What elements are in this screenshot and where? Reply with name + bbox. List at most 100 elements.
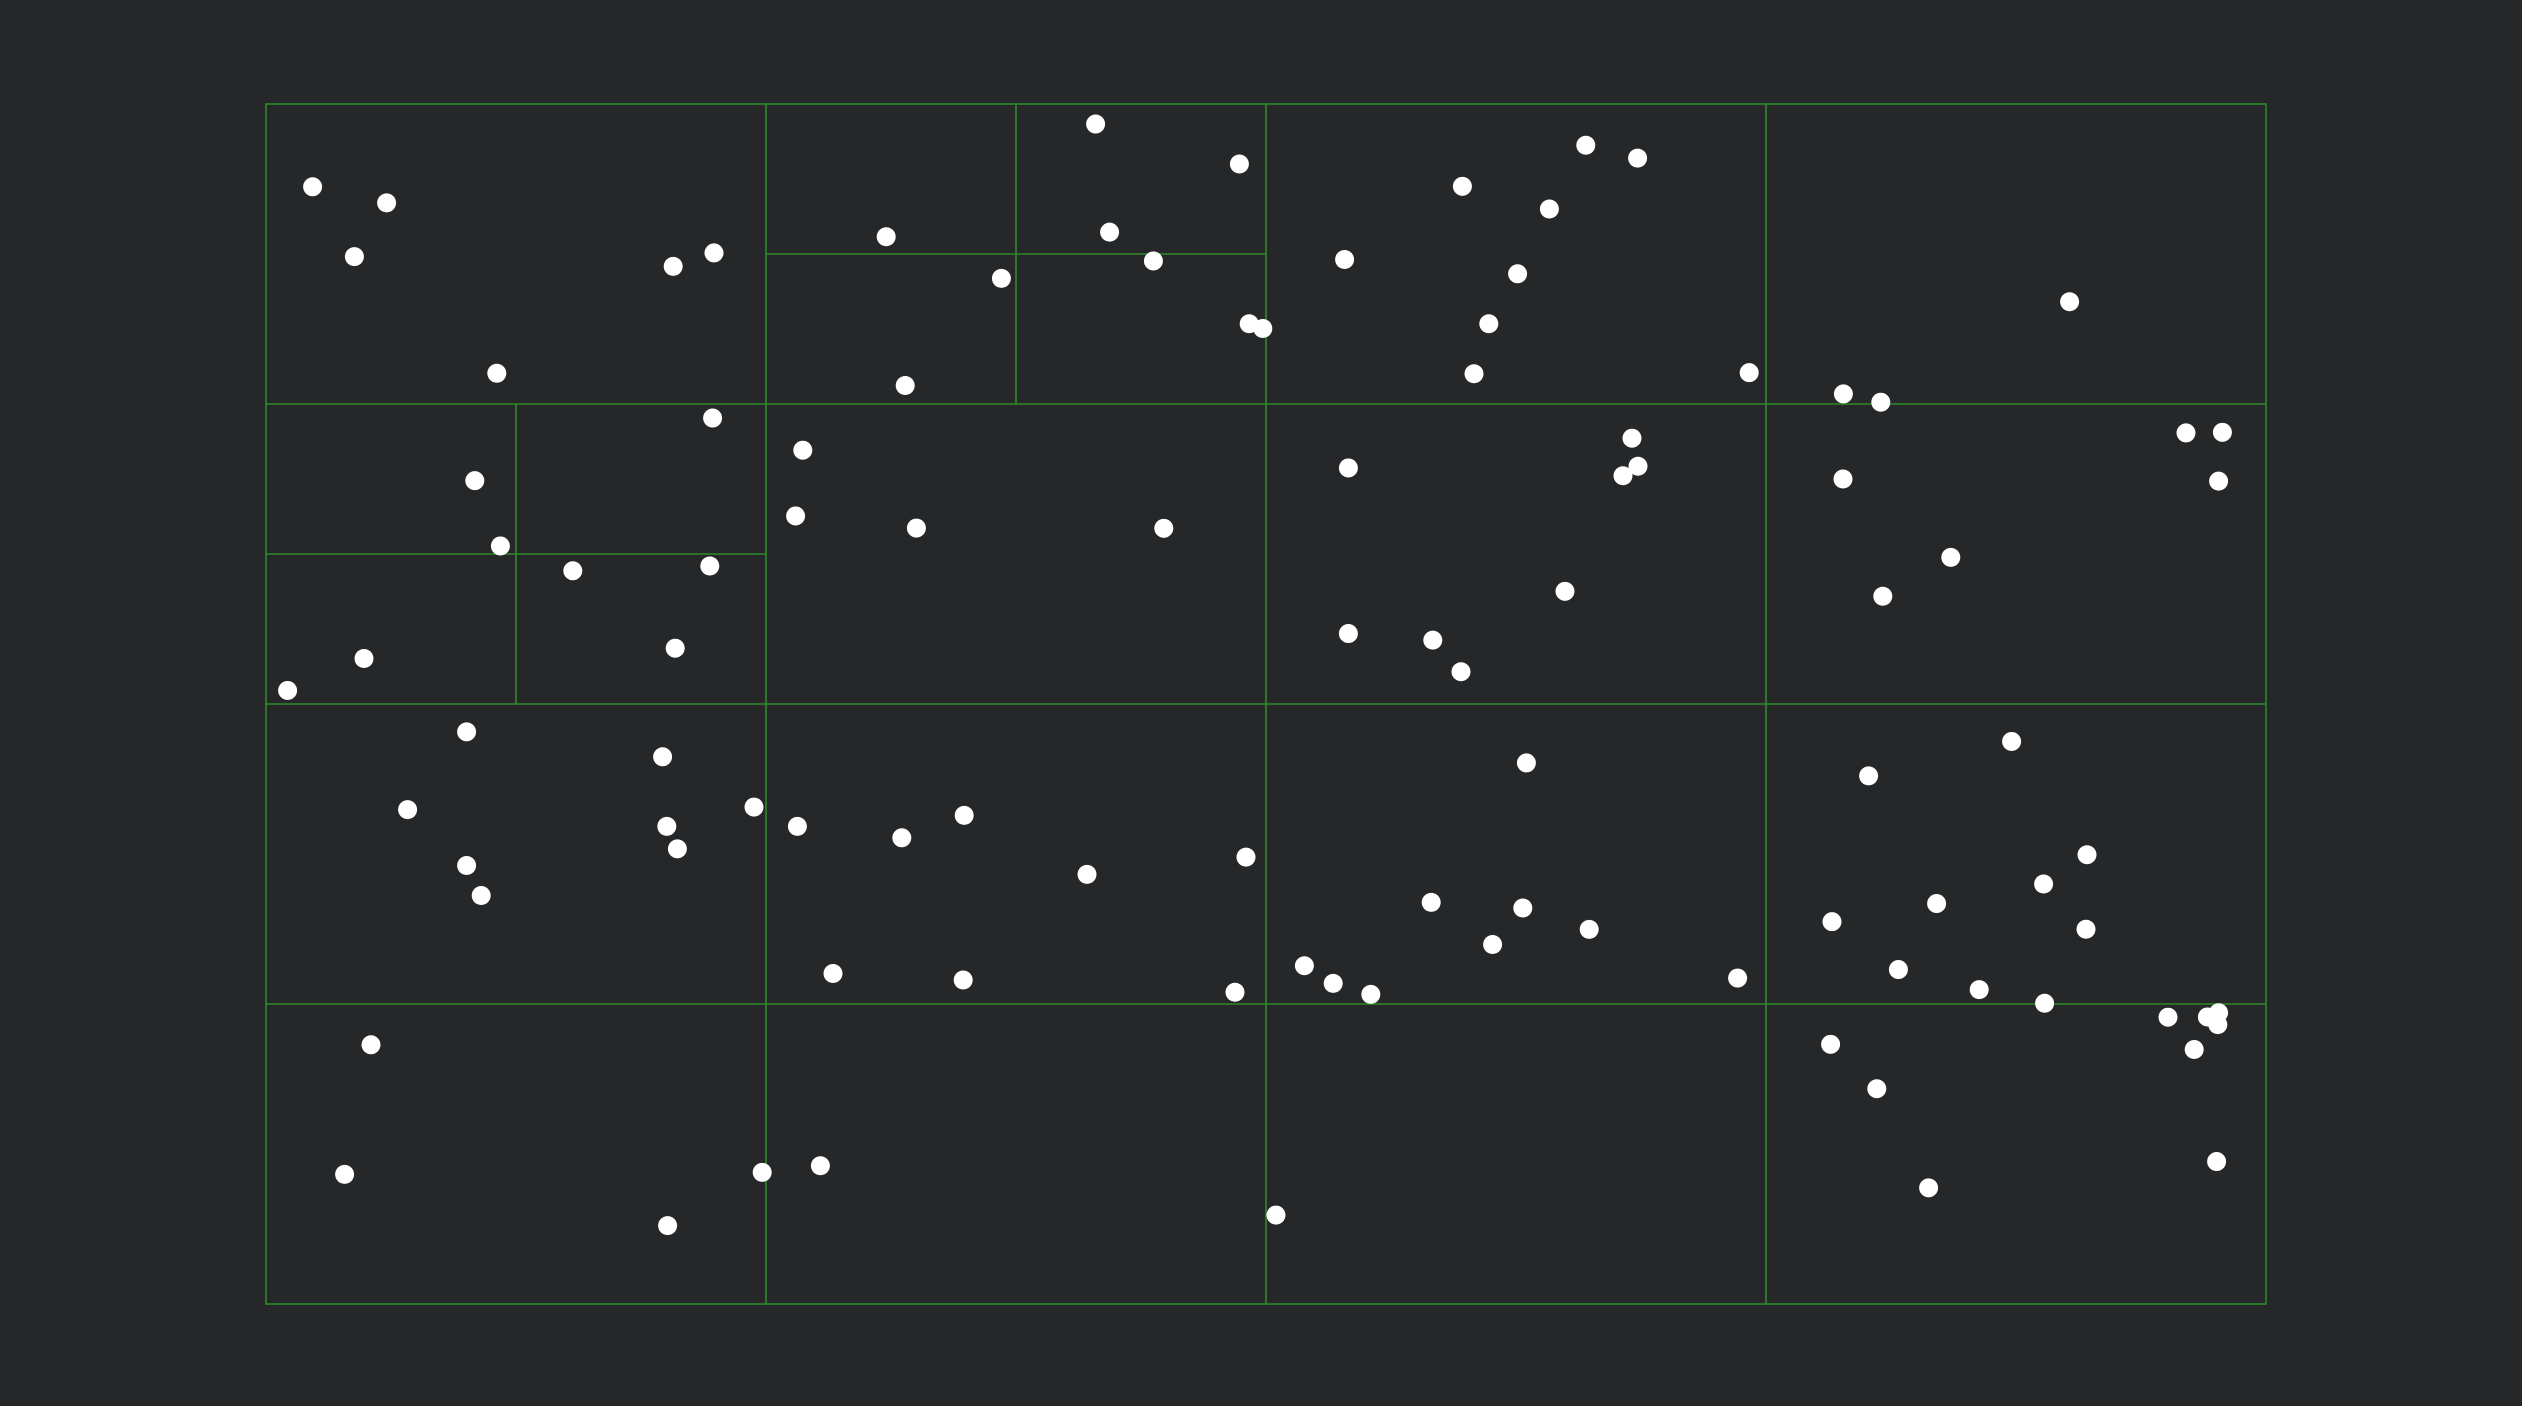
data-point	[1871, 392, 1891, 412]
data-point	[1464, 364, 1484, 384]
data-point	[344, 247, 364, 267]
data-point	[303, 177, 323, 197]
data-point	[1513, 898, 1533, 918]
data-point	[1941, 547, 1961, 567]
data-point	[2207, 1152, 2227, 1172]
data-point	[752, 1162, 772, 1182]
data-point	[876, 227, 896, 247]
data-point	[793, 440, 813, 460]
data-point	[2060, 292, 2080, 312]
data-point	[1728, 968, 1748, 988]
data-point	[1338, 624, 1358, 644]
data-point	[1452, 176, 1472, 196]
data-point	[457, 856, 477, 876]
data-point	[487, 363, 507, 383]
data-point	[786, 506, 806, 526]
data-point	[1576, 135, 1596, 155]
data-point	[667, 839, 687, 859]
data-point	[1294, 956, 1314, 976]
data-point	[823, 964, 843, 984]
data-point	[1867, 1079, 1887, 1099]
data-point	[278, 680, 298, 700]
data-point	[665, 638, 685, 658]
data-point	[1423, 630, 1443, 650]
data-point	[377, 193, 397, 213]
data-point	[1335, 250, 1355, 270]
data-point	[663, 256, 683, 276]
data-point	[1236, 847, 1256, 867]
data-point	[1516, 753, 1536, 773]
data-point	[361, 1035, 381, 1055]
data-point	[335, 1164, 355, 1184]
data-point	[1739, 363, 1759, 383]
data-point	[1822, 912, 1842, 932]
data-point	[2209, 471, 2229, 491]
data-point	[1266, 1205, 1286, 1225]
data-point	[1919, 1178, 1939, 1198]
data-point	[2034, 874, 2054, 894]
data-point	[954, 805, 974, 825]
data-point	[991, 268, 1011, 288]
data-point	[1077, 864, 1097, 884]
data-point	[658, 1216, 678, 1236]
data-point	[703, 408, 723, 428]
data-point	[953, 970, 973, 990]
data-point	[704, 243, 724, 263]
data-point	[1555, 581, 1575, 601]
data-point	[1338, 458, 1358, 478]
data-point	[700, 556, 720, 576]
data-point	[1086, 114, 1106, 134]
data-point	[2077, 845, 2097, 865]
data-point	[2184, 1039, 2204, 1059]
data-point	[892, 828, 912, 848]
data-point	[1483, 934, 1503, 954]
data-point	[2002, 731, 2022, 751]
data-point	[2158, 1007, 2178, 1027]
data-point	[1888, 960, 1908, 980]
data-point	[1479, 314, 1499, 334]
data-point	[810, 1156, 830, 1176]
data-point	[1628, 148, 1648, 168]
data-point	[1539, 199, 1559, 219]
data-point	[1927, 894, 1947, 914]
data-point	[1229, 154, 1249, 174]
data-point	[2208, 1015, 2228, 1035]
data-point	[398, 800, 418, 820]
data-point	[1253, 319, 1273, 339]
data-point	[1833, 384, 1853, 404]
data-point	[563, 561, 583, 581]
data-point	[1421, 892, 1441, 912]
data-point	[895, 376, 915, 396]
data-point	[653, 747, 673, 767]
data-point	[465, 471, 485, 491]
data-point	[1873, 586, 1893, 606]
data-point	[1821, 1034, 1841, 1054]
data-point	[1969, 980, 1989, 1000]
data-point	[1833, 469, 1853, 489]
data-point	[1451, 662, 1471, 682]
data-point	[354, 649, 374, 669]
data-point	[1225, 982, 1245, 1002]
data-point	[490, 536, 510, 556]
data-point	[2176, 423, 2196, 443]
data-point	[1579, 919, 1599, 939]
point-set	[278, 114, 2232, 1236]
data-point	[1323, 973, 1343, 993]
data-point	[1628, 456, 1648, 476]
data-point	[1100, 222, 1120, 242]
data-point	[1613, 466, 1633, 486]
data-point	[2076, 919, 2096, 939]
data-point	[906, 518, 926, 538]
data-point	[1143, 251, 1163, 271]
data-point	[1622, 428, 1642, 448]
data-point	[1361, 984, 1381, 1004]
data-point	[471, 886, 491, 906]
data-point	[657, 816, 677, 836]
partition-lines	[266, 104, 2266, 1304]
data-point	[2035, 993, 2055, 1013]
data-point	[457, 722, 477, 742]
data-point	[787, 816, 807, 836]
data-point	[1859, 766, 1879, 786]
data-point	[2212, 422, 2232, 442]
